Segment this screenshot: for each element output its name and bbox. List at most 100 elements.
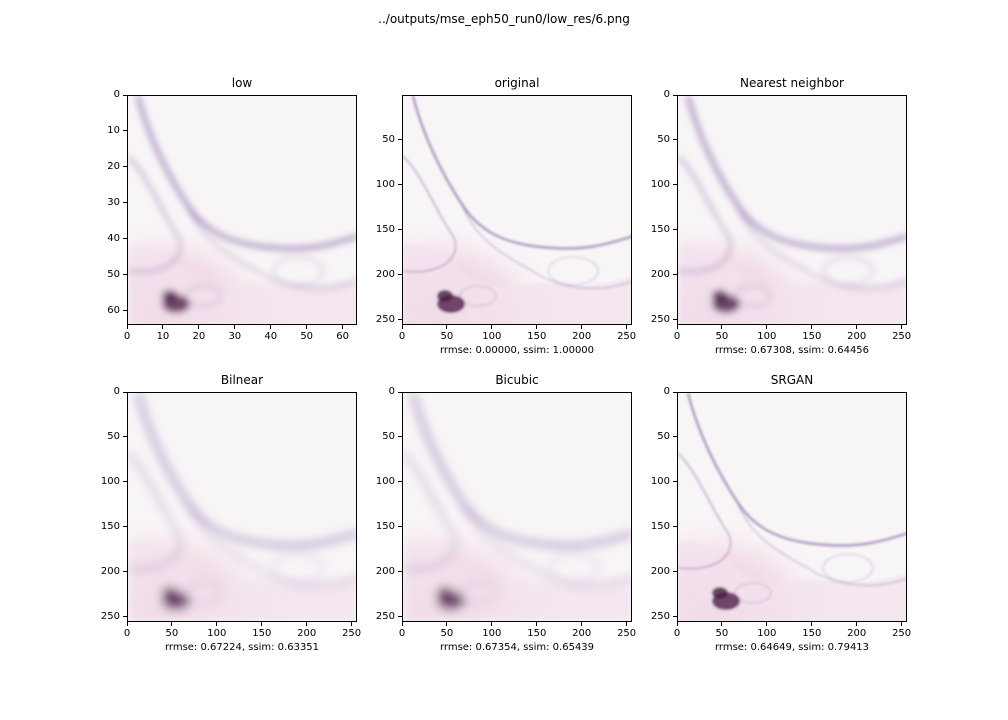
metrics-label: rrmse: 0.67354, ssim: 0.65439 (439, 642, 595, 653)
x-tick-mark (856, 622, 858, 626)
x-tick-label: 20 (192, 331, 206, 342)
panel-title: Bicubic (495, 373, 539, 387)
y-tick-label: 10 (107, 124, 120, 136)
x-tick-label: 50 (165, 628, 179, 639)
x-tick-mark (901, 325, 903, 329)
x-tick-mark (721, 622, 723, 626)
x-tick-label: 0 (123, 628, 131, 639)
y-tick-mark (398, 184, 402, 186)
y-tick-mark (673, 571, 677, 573)
y-tick-mark (673, 481, 677, 483)
y-tick-label: 200 (375, 268, 395, 280)
metrics-label: rrmse: 0.64649, ssim: 0.79413 (714, 642, 870, 653)
x-tick-mark (306, 622, 308, 626)
y-tick-mark (123, 202, 127, 204)
x-tick-label: 0 (398, 628, 406, 639)
x-tick-mark (721, 325, 723, 329)
y-tick-label: 100 (375, 475, 395, 487)
x-tick-mark (198, 325, 200, 329)
x-tick-mark (491, 622, 493, 626)
y-tick-mark (123, 436, 127, 438)
y-tick-label: 60 (107, 304, 120, 316)
y-tick-label: 0 (113, 89, 120, 100)
x-tick-mark (126, 622, 128, 626)
x-tick-label: 10 (156, 331, 170, 342)
x-tick-mark (811, 622, 813, 626)
x-tick-label: 50 (300, 331, 314, 342)
y-tick-label: 50 (382, 133, 395, 145)
metrics-label: rrmse: 0.67308, ssim: 0.64456 (714, 345, 870, 356)
y-tick-mark (673, 319, 677, 321)
y-tick-label: 0 (663, 386, 670, 397)
x-tick-mark (351, 622, 353, 626)
panel-title: Nearest neighbor (740, 76, 844, 90)
x-tick-label: 0 (673, 628, 681, 639)
x-tick-label: 50 (440, 628, 454, 639)
x-tick-mark (126, 325, 128, 329)
x-tick-label: 250 (342, 628, 362, 639)
y-tick-label: 200 (650, 268, 670, 280)
y-tick-mark (398, 616, 402, 618)
x-tick-mark (676, 622, 678, 626)
x-tick-mark (856, 325, 858, 329)
y-tick-label: 0 (388, 386, 395, 397)
y-tick-mark (398, 571, 402, 573)
panel-title: low (231, 76, 253, 90)
tissue-image (128, 393, 356, 621)
x-tick-label: 50 (715, 628, 729, 639)
image-frame (402, 392, 632, 622)
y-tick-label: 250 (375, 610, 395, 622)
x-tick-mark (626, 622, 628, 626)
y-tick-mark (673, 229, 677, 231)
x-tick-mark (162, 325, 164, 329)
y-tick-mark (673, 274, 677, 276)
y-tick-label: 250 (375, 313, 395, 325)
tissue-image (128, 96, 356, 324)
y-tick-mark (123, 310, 127, 312)
x-tick-label: 150 (527, 331, 547, 342)
x-tick-mark (342, 325, 344, 329)
y-tick-mark (398, 391, 402, 393)
y-tick-mark (123, 391, 127, 393)
x-tick-mark (216, 622, 218, 626)
y-tick-label: 0 (663, 89, 670, 100)
x-tick-label: 100 (482, 331, 502, 342)
x-tick-mark (446, 622, 448, 626)
x-tick-label: 100 (757, 628, 777, 639)
metrics-label: rrmse: 0.67224, ssim: 0.63351 (164, 642, 320, 653)
x-tick-label: 50 (440, 331, 454, 342)
y-tick-mark (123, 274, 127, 276)
y-tick-mark (123, 94, 127, 96)
y-tick-mark (398, 481, 402, 483)
tissue-image (403, 96, 631, 324)
panel-low: low 0 10 20 30 40 50 60 0 10 20 30 40 50 60 (107, 76, 357, 342)
y-tick-mark (673, 94, 677, 96)
x-tick-label: 250 (617, 628, 637, 639)
panel-srgan: SRGAN rrmse: 0.64649, ssim: 0.79413 0 50 1… (651, 373, 911, 653)
y-tick-mark (673, 526, 677, 528)
y-tick-mark (673, 391, 677, 393)
y-tick-label: 200 (650, 565, 670, 577)
y-tick-label: 40 (107, 232, 120, 244)
image-frame (127, 392, 357, 622)
x-tick-mark (401, 325, 403, 329)
x-tick-mark (536, 622, 538, 626)
x-tick-mark (581, 325, 583, 329)
y-tick-mark (123, 526, 127, 528)
image-frame (677, 392, 907, 622)
x-tick-label: 40 (264, 331, 278, 342)
y-tick-mark (673, 184, 677, 186)
tissue-image (678, 96, 906, 324)
y-tick-label: 200 (375, 565, 395, 577)
y-tick-mark (398, 229, 402, 231)
x-tick-mark (676, 325, 678, 329)
x-tick-mark (261, 622, 263, 626)
panel-bilinear: Bilnear rrmse: 0.67224, ssim: 0.63351 0 5… (101, 373, 361, 653)
panel-title: Bilnear (220, 373, 264, 387)
y-tick-mark (123, 166, 127, 168)
x-tick-label: 250 (617, 331, 637, 342)
y-tick-label: 150 (375, 223, 395, 235)
x-tick-mark (171, 622, 173, 626)
y-tick-label: 150 (650, 520, 670, 532)
x-tick-label: 30 (228, 331, 242, 342)
